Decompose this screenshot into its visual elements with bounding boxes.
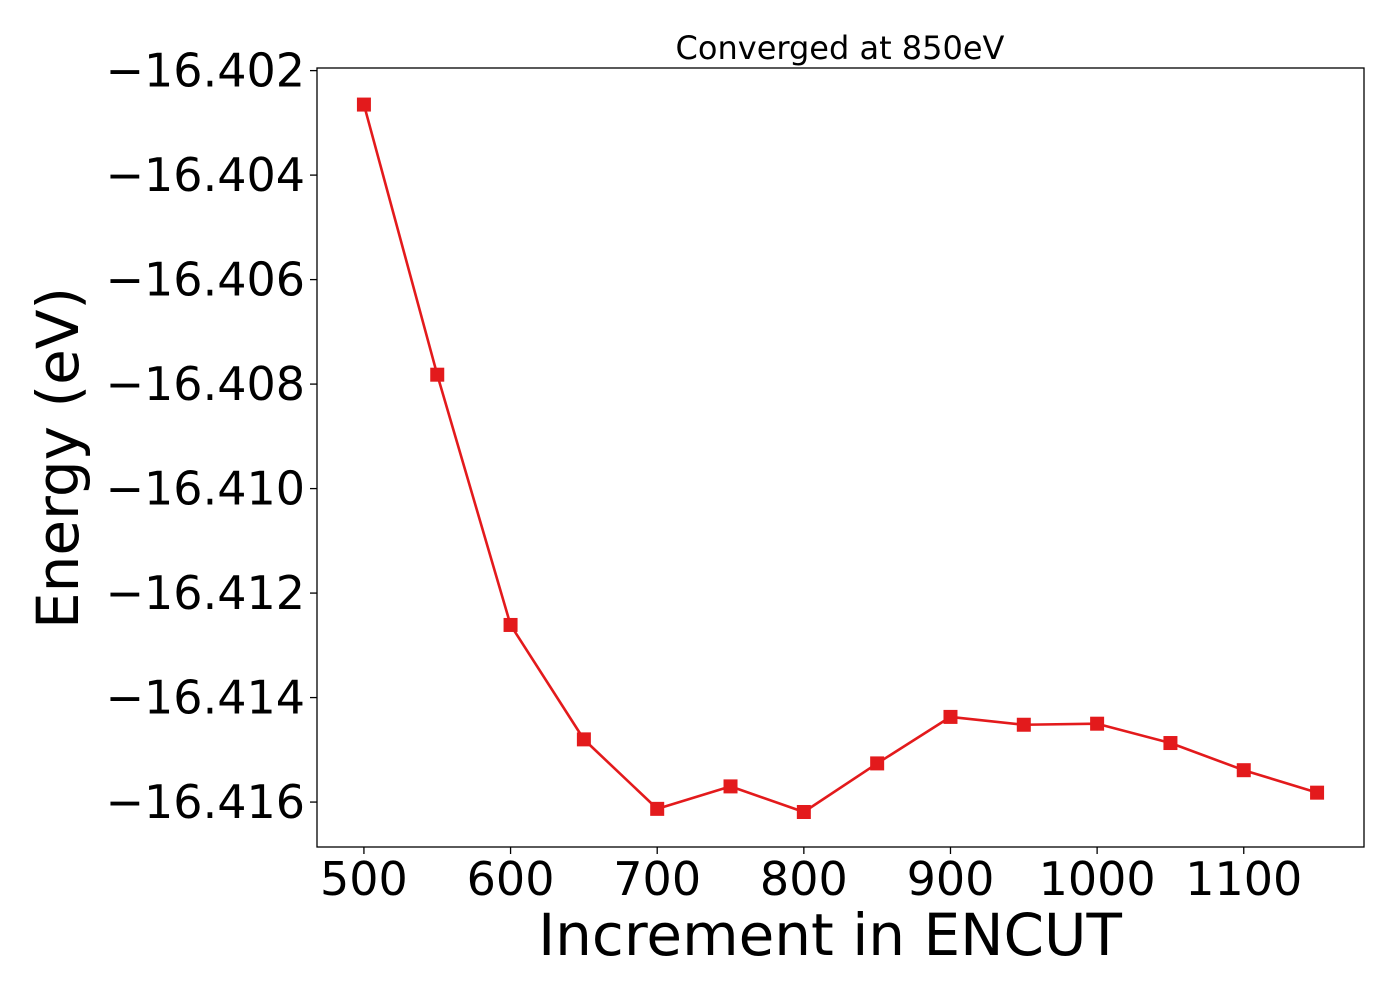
plot-area: 500 600 700 800 900 1000 1100 −16.402 −16.404 −16… bbox=[106, 44, 1365, 906]
data-point-marker bbox=[870, 756, 885, 771]
y-tick-label: −16.408 bbox=[106, 357, 306, 411]
data-point-marker bbox=[430, 367, 445, 382]
data-point-marker bbox=[943, 709, 958, 724]
x-tick-label: 1000 bbox=[1039, 852, 1156, 906]
y-tick-label: −16.402 bbox=[106, 44, 306, 98]
data-point-marker bbox=[576, 732, 591, 747]
y-tick-label: −16.406 bbox=[106, 253, 306, 307]
x-tick-label: 500 bbox=[320, 852, 408, 906]
y-tick-label: −16.404 bbox=[106, 148, 306, 202]
x-tick-label: 1100 bbox=[1185, 852, 1302, 906]
y-tick-label: −16.416 bbox=[106, 775, 306, 829]
data-point-marker bbox=[1090, 716, 1105, 731]
y-tick-label: −16.414 bbox=[106, 671, 306, 725]
y-tick-label: −16.410 bbox=[106, 462, 306, 516]
data-point-marker bbox=[723, 779, 738, 794]
x-axis-label: Increment in ENCUT bbox=[538, 901, 1122, 969]
data-point-marker bbox=[356, 97, 371, 112]
y-axis-label: Energy (eV) bbox=[24, 287, 92, 629]
y-tick-label: −16.412 bbox=[106, 566, 306, 620]
x-tick-label: 800 bbox=[760, 852, 848, 906]
data-point-marker bbox=[796, 804, 811, 819]
axes-frame bbox=[316, 67, 1365, 848]
data-point-marker bbox=[503, 617, 518, 632]
x-tick-label: 700 bbox=[613, 852, 701, 906]
data-point-marker bbox=[1236, 763, 1251, 778]
chart-title: Converged at 850eV bbox=[676, 29, 1005, 67]
series-line bbox=[362, 104, 1318, 814]
data-point-marker bbox=[1016, 717, 1031, 732]
data-point-marker bbox=[1310, 785, 1325, 800]
data-point-marker bbox=[650, 801, 665, 816]
data-point-marker bbox=[1163, 736, 1178, 751]
x-tick-label: 600 bbox=[467, 852, 555, 906]
x-tick-label: 900 bbox=[907, 852, 995, 906]
